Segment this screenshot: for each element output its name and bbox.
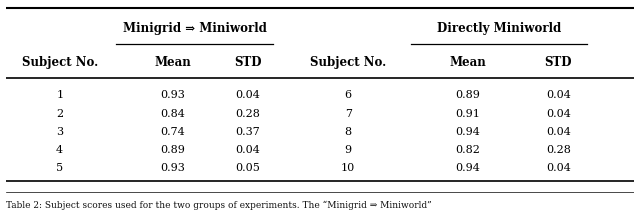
- Text: 0.05: 0.05: [236, 163, 260, 173]
- Text: 0.93: 0.93: [160, 91, 185, 100]
- Text: 0.94: 0.94: [455, 127, 480, 137]
- Text: 0.04: 0.04: [546, 109, 571, 118]
- Text: 6: 6: [345, 91, 352, 100]
- Text: Mean: Mean: [449, 56, 486, 69]
- Text: STD: STD: [234, 56, 262, 69]
- Text: 0.04: 0.04: [236, 145, 260, 155]
- Text: 0.04: 0.04: [546, 127, 571, 137]
- Text: 0.91: 0.91: [455, 109, 480, 118]
- Text: 3: 3: [56, 127, 63, 137]
- Text: 0.82: 0.82: [455, 145, 480, 155]
- Text: 8: 8: [345, 127, 352, 137]
- Text: 0.37: 0.37: [236, 127, 260, 137]
- Text: 5: 5: [56, 163, 63, 173]
- Text: Directly Miniworld: Directly Miniworld: [436, 22, 561, 35]
- Text: Minigrid ⇒ Miniworld: Minigrid ⇒ Miniworld: [123, 22, 266, 35]
- Text: 10: 10: [341, 163, 355, 173]
- Text: Table 2: Subject scores used for the two groups of experiments. The “Minigrid ⇒ : Table 2: Subject scores used for the two…: [6, 200, 432, 210]
- Text: Subject No.: Subject No.: [22, 56, 98, 69]
- Text: STD: STD: [545, 56, 572, 69]
- Text: 4: 4: [56, 145, 63, 155]
- Text: 0.04: 0.04: [546, 91, 571, 100]
- Text: 0.04: 0.04: [546, 163, 571, 173]
- Text: Subject No.: Subject No.: [310, 56, 387, 69]
- Text: 0.74: 0.74: [160, 127, 185, 137]
- Text: 0.93: 0.93: [160, 163, 185, 173]
- Text: 0.28: 0.28: [546, 145, 571, 155]
- Text: 0.89: 0.89: [160, 145, 185, 155]
- Text: 0.89: 0.89: [455, 91, 480, 100]
- Text: 0.28: 0.28: [236, 109, 260, 118]
- Text: Mean: Mean: [154, 56, 191, 69]
- Text: 7: 7: [345, 109, 352, 118]
- Text: 2: 2: [56, 109, 63, 118]
- Text: 9: 9: [345, 145, 352, 155]
- Text: 0.94: 0.94: [455, 163, 480, 173]
- Text: 0.04: 0.04: [236, 91, 260, 100]
- Text: 0.84: 0.84: [160, 109, 185, 118]
- Text: 1: 1: [56, 91, 63, 100]
